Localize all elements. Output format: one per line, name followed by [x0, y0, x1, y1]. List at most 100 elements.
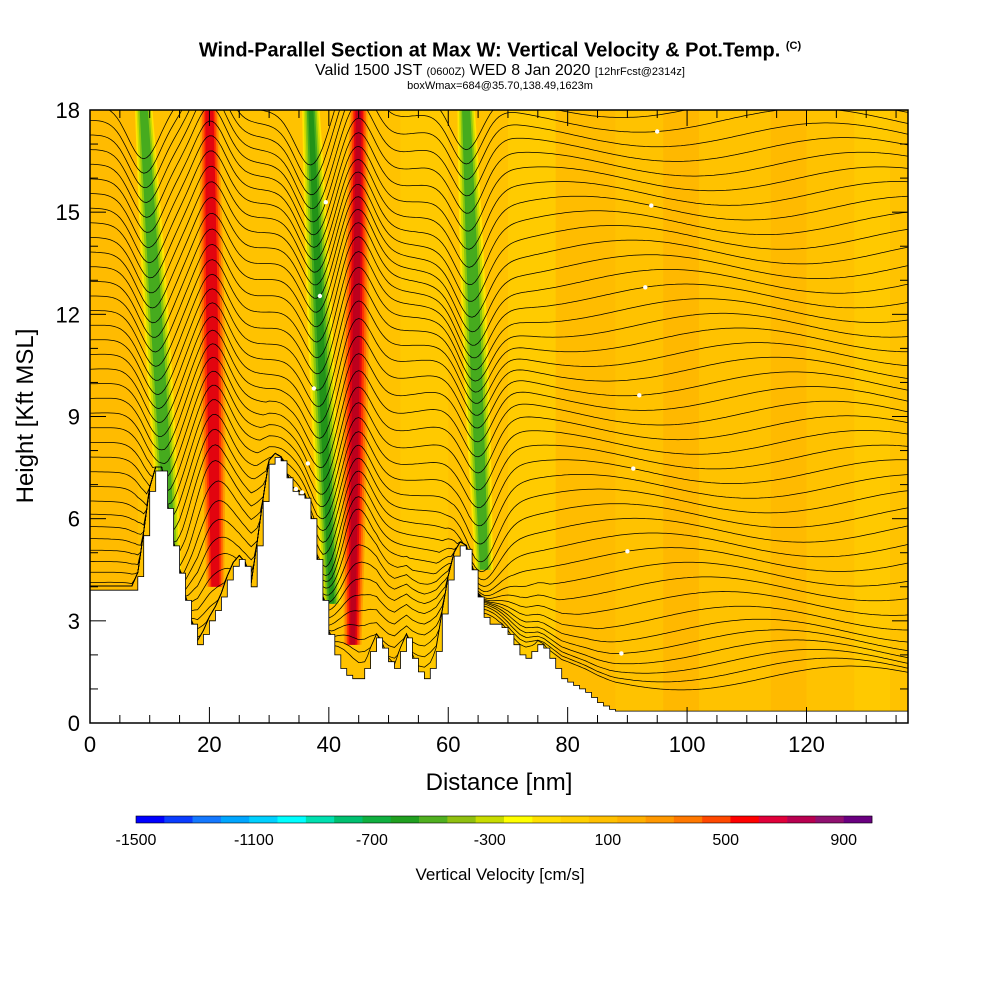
colorbar-swatch — [362, 816, 392, 823]
colorbar-swatch — [249, 816, 278, 823]
downdraft-band — [308, 110, 335, 604]
theta-isoline — [90, 444, 908, 563]
contour-label-marker — [655, 129, 660, 134]
box-max-info: boxWmax=684@35.70,138.49,1623m — [407, 79, 593, 92]
velocity-bands — [135, 110, 493, 645]
colorbar-swatch — [758, 816, 788, 823]
colorbar-swatch — [787, 816, 816, 823]
theta-isoline — [90, 283, 908, 395]
contour-label-marker — [305, 461, 311, 466]
colorbar-swatch — [588, 816, 618, 823]
colorbar-tick-label: 500 — [712, 832, 739, 849]
y-tick-label: 9 — [68, 405, 80, 430]
theta-isoline — [90, 135, 908, 250]
contour-label-marker — [625, 549, 630, 554]
theta-isoline — [90, 370, 908, 482]
colorbar-swatch — [305, 816, 335, 823]
theta-isoline — [90, 357, 908, 469]
theta-isoline — [90, 452, 908, 592]
valid-time: Valid 1500 JST (0600Z) WED 8 Jan 2020 [1… — [0, 61, 1000, 80]
y-tick-label: 12 — [56, 302, 80, 327]
x-axis-title: Distance [nm] — [426, 769, 573, 796]
contour-label-marker — [631, 466, 636, 471]
colorbar-tick-label: -1100 — [234, 832, 274, 849]
colorbar-swatch — [334, 816, 363, 823]
y-tick-label: 0 — [68, 711, 80, 736]
colorbar-swatch — [730, 816, 760, 823]
colorbar-swatch — [673, 816, 703, 823]
y-tick-labels: 0 3 6 9 12 15 18 — [56, 98, 80, 736]
theta-isoline — [90, 452, 908, 596]
valid-utc: (0600Z) — [426, 65, 466, 78]
colorbar-title: Vertical Velocity [cm/s] — [415, 865, 584, 884]
contour-label-marker — [637, 393, 642, 398]
colorbar — [135, 815, 873, 824]
colorbar-tick-label: -300 — [474, 832, 506, 849]
theta-isoline — [90, 428, 908, 545]
colorbar-swatch — [532, 816, 561, 823]
contour-label-marker — [317, 293, 323, 299]
forecast-info: [12hrFcst@2314z] — [594, 65, 685, 78]
shade-stripe — [663, 110, 700, 723]
theta-isoline — [90, 196, 908, 318]
y-tick-label: 18 — [56, 98, 80, 123]
contour-label-marker — [299, 490, 305, 495]
contour-label-marker — [323, 200, 328, 205]
colorbar-tick-label: 100 — [594, 832, 621, 849]
copyright-mark: (C) — [785, 40, 802, 52]
potential-temperature-contours — [90, 110, 908, 691]
theta-isoline — [90, 110, 908, 223]
x-tick-label: 80 — [555, 732, 579, 757]
colorbar-swatch — [617, 816, 646, 823]
contour-label-marker — [649, 203, 654, 208]
colorbar-tick-labels: -1500 -1100 -700 -300 100 500 900 — [116, 832, 858, 849]
theta-isoline — [90, 452, 908, 573]
y-tick-label: 3 — [68, 609, 80, 634]
theta-isoline — [90, 300, 908, 409]
title-block: Wind-Parallel Section at Max W: Vertical… — [0, 34, 1000, 92]
y-tick-label: 15 — [56, 200, 80, 225]
contour-label-marker — [311, 386, 317, 391]
theta-isoline — [90, 236, 908, 359]
theta-isoline — [90, 150, 908, 268]
theta-isoline — [90, 222, 908, 346]
theta-isoline — [90, 384, 908, 495]
contour-label-marker — [619, 651, 624, 656]
x-tick-label: 100 — [669, 732, 706, 757]
colorbar-tick-label: -700 — [356, 832, 388, 849]
shade-stripe — [555, 110, 616, 723]
contour-label-marker — [293, 486, 299, 492]
theta-isoline — [90, 452, 908, 602]
theta-isoline — [90, 413, 908, 527]
valid-prefix: Valid 1500 JST — [315, 61, 423, 79]
contour-label-marker — [643, 285, 648, 290]
x-tick-label: 0 — [84, 732, 96, 757]
colorbar-swatch — [560, 816, 590, 823]
x-tick-label: 20 — [197, 732, 221, 757]
chart-title: Wind-Parallel Section at Max W: Vertical… — [0, 34, 1000, 63]
colorbar-swatch — [136, 816, 165, 823]
colorbar-tick-label: 900 — [830, 832, 857, 849]
colorbar-swatch — [843, 816, 873, 823]
theta-isoline — [90, 452, 908, 616]
theta-isoline — [90, 181, 908, 302]
colorbar-swatch — [702, 816, 731, 823]
downdraft-band — [139, 110, 178, 604]
y-axis-title: Height [Kft MSL] — [12, 329, 39, 504]
colorbar-swatch — [164, 816, 193, 823]
theta-isoline — [90, 251, 908, 371]
theta-isoline — [90, 266, 908, 382]
theta-isoline — [90, 343, 908, 454]
theta-isoline — [90, 110, 908, 196]
updraft-band — [205, 110, 220, 587]
x-tick-label: 40 — [317, 732, 341, 757]
x-tick-label: 60 — [436, 732, 460, 757]
terrain — [90, 457, 908, 723]
y-tick-label: 6 — [68, 507, 80, 532]
x-tick-label: 120 — [788, 732, 825, 757]
x-tick-labels: 0 20 40 60 80 100 120 — [84, 732, 825, 757]
colorbar-swatch — [815, 816, 844, 823]
theta-isoline — [90, 452, 908, 581]
colorbar-swatch — [390, 816, 420, 823]
